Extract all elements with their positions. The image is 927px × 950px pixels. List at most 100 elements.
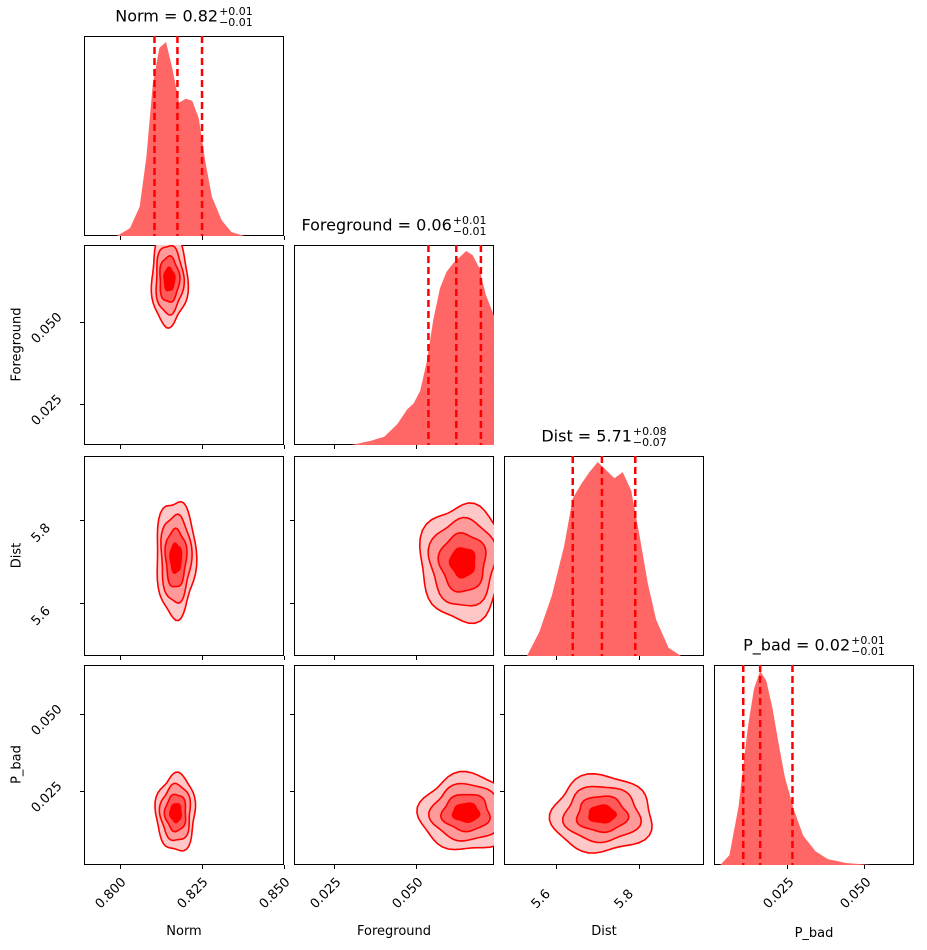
x-axis-label-foreground: Foreground <box>356 924 432 939</box>
marginal-p-bad-histogram <box>720 671 871 865</box>
marginal-dist-histogram <box>526 462 682 656</box>
contour-norm-vs-foreground-level-3 <box>163 266 176 292</box>
x-tick-mark-foreground-3-1-0 <box>334 865 336 869</box>
marginal-norm-plot <box>116 36 245 236</box>
x-tick-label-dist-0: 5.6 <box>528 886 554 912</box>
marginal-p-bad-plot <box>720 665 871 865</box>
marginal-p-bad <box>714 665 914 865</box>
marginal-foreground-title-errors: +0.01 −0.01 <box>453 215 487 237</box>
x-tick-mark-norm-2-0-2 <box>283 656 285 660</box>
y-tick-mark-p-bad-3-1-0 <box>290 790 294 792</box>
x-tick-mark-p-bad-3-3-1 <box>864 865 866 869</box>
y-tick-mark-p-bad-3-2-0 <box>500 790 504 792</box>
marginal-dist-title: Dist = 5.71 +0.08 −0.07 <box>484 426 724 448</box>
contour-foreground-vs-dist-plot <box>418 502 494 625</box>
y-tick-label-foreground-0: 0.025 <box>28 392 66 429</box>
contour-norm-vs-foreground-plot <box>150 245 190 329</box>
y-tick-label-dist-1: 5.8 <box>28 520 54 546</box>
x-tick-mark-norm-3-0-2 <box>283 865 285 869</box>
marginal-norm <box>84 36 284 236</box>
x-tick-mark-foreground-2-1-0 <box>334 656 336 660</box>
x-tick-mark-norm-3-0-1 <box>201 865 203 869</box>
x-tick-mark-norm-0-0-1 <box>201 236 203 240</box>
y-tick-mark-dist-2-1-0 <box>290 603 294 605</box>
marginal-p-bad-title-text: P_bad = 0.02 <box>743 635 851 655</box>
marginal-p-bad-title-errors: +0.01 −0.01 <box>851 635 885 657</box>
contour-norm-vs-foreground <box>84 245 284 445</box>
contour-foreground-vs-p-bad-plot <box>416 770 494 851</box>
y-tick-label-dist-0: 5.6 <box>28 603 54 629</box>
marginal-foreground-title: Foreground = 0.06 +0.01 −0.01 <box>274 215 514 237</box>
x-tick-label-foreground-0: 0.025 <box>307 875 345 912</box>
contour-norm-vs-p-bad <box>84 665 284 865</box>
x-tick-mark-foreground-1-1-1 <box>416 445 418 449</box>
x-axis-label-p-bad: P_bad <box>794 926 834 941</box>
marginal-p-bad-title-plus: +0.01 <box>851 634 885 647</box>
contour-dist-vs-p-bad <box>504 665 704 865</box>
x-tick-mark-norm-0-0-0 <box>119 236 121 240</box>
contour-norm-vs-dist-plot <box>156 500 198 622</box>
x-tick-mark-norm-2-0-1 <box>201 656 203 660</box>
contour-foreground-vs-p-bad <box>294 665 494 865</box>
marginal-dist-title-minus: −0.07 <box>632 436 667 449</box>
x-tick-mark-foreground-3-1-1 <box>416 865 418 869</box>
marginal-foreground-title-plus: +0.01 <box>452 214 487 227</box>
contour-norm-vs-dist <box>84 456 284 656</box>
x-axis-label-dist: Dist <box>591 924 617 939</box>
marginal-p-bad-title: P_bad = 0.02 +0.01 −0.01 <box>694 635 927 657</box>
x-tick-mark-dist-3-2-1 <box>638 865 640 869</box>
marginal-foreground-histogram <box>351 251 494 445</box>
contour-norm-vs-dist-level-3 <box>169 542 183 575</box>
x-tick-label-norm-2: 0.850 <box>256 875 294 912</box>
contour-foreground-vs-dist-level-3 <box>448 547 476 579</box>
x-tick-mark-norm-1-0-2 <box>283 445 285 449</box>
contour-dist-vs-p-bad-level-3 <box>588 804 618 824</box>
marginal-foreground <box>294 245 494 445</box>
x-tick-mark-dist-3-2-0 <box>555 865 557 869</box>
marginal-dist <box>504 456 704 656</box>
x-tick-mark-dist-2-2-1 <box>638 656 640 660</box>
x-tick-mark-foreground-1-1-0 <box>334 445 336 449</box>
marginal-foreground-title-minus: −0.01 <box>452 225 487 238</box>
y-axis-label-p-bad: P_bad <box>9 745 25 784</box>
x-tick-mark-norm-1-0-0 <box>119 445 121 449</box>
marginal-foreground-plot <box>351 245 494 445</box>
marginal-dist-title-plus: +0.08 <box>632 425 667 438</box>
marginal-dist-title-errors: +0.08 −0.07 <box>633 426 667 448</box>
marginal-norm-histogram <box>116 42 245 236</box>
marginal-dist-plot <box>526 456 682 656</box>
y-tick-mark-dist-2-0-1 <box>80 520 84 522</box>
contour-foreground-vs-p-bad-level-3 <box>451 802 481 824</box>
contour-norm-vs-p-bad-plot <box>154 771 197 852</box>
x-tick-label-norm-1: 0.825 <box>174 875 212 912</box>
x-axis-label-norm: Norm <box>166 924 202 939</box>
y-tick-mark-p-bad-3-0-0 <box>80 790 84 792</box>
y-tick-mark-p-bad-3-1-1 <box>290 713 294 715</box>
x-tick-mark-norm-2-0-0 <box>119 656 121 660</box>
marginal-norm-title-errors: +0.01 −0.01 <box>219 6 253 28</box>
x-tick-mark-foreground-2-1-1 <box>416 656 418 660</box>
contour-norm-vs-p-bad-level-3 <box>168 803 183 824</box>
x-tick-mark-norm-3-0-0 <box>119 865 121 869</box>
y-tick-label-p-bad-1: 0.050 <box>28 702 66 740</box>
marginal-norm-title-plus: +0.01 <box>219 5 253 18</box>
contour-foreground-vs-dist <box>294 456 494 656</box>
y-axis-label-foreground: Foreground <box>9 307 25 382</box>
marginal-dist-title-text: Dist = 5.71 <box>541 426 632 446</box>
x-tick-label-norm-0: 0.800 <box>92 875 130 912</box>
marginal-p-bad-title-minus: −0.01 <box>851 645 885 658</box>
y-tick-mark-dist-2-0-0 <box>80 603 84 605</box>
y-tick-mark-p-bad-3-0-1 <box>80 713 84 715</box>
contour-dist-vs-p-bad-plot <box>548 772 653 854</box>
x-tick-mark-norm-0-0-2 <box>283 236 285 240</box>
y-tick-mark-p-bad-3-2-1 <box>500 713 504 715</box>
y-axis-label-dist: Dist <box>9 542 25 569</box>
marginal-norm-title-text: Norm = 0.82 <box>115 6 219 26</box>
x-tick-label-p-bad-1: 0.050 <box>837 875 875 912</box>
x-tick-mark-p-bad-3-3-0 <box>787 865 789 869</box>
x-tick-mark-norm-1-0-1 <box>201 445 203 449</box>
x-tick-label-p-bad-0: 0.025 <box>760 875 798 912</box>
y-tick-mark-foreground-1-0-1 <box>80 321 84 323</box>
y-tick-label-p-bad-0: 0.025 <box>28 779 66 817</box>
